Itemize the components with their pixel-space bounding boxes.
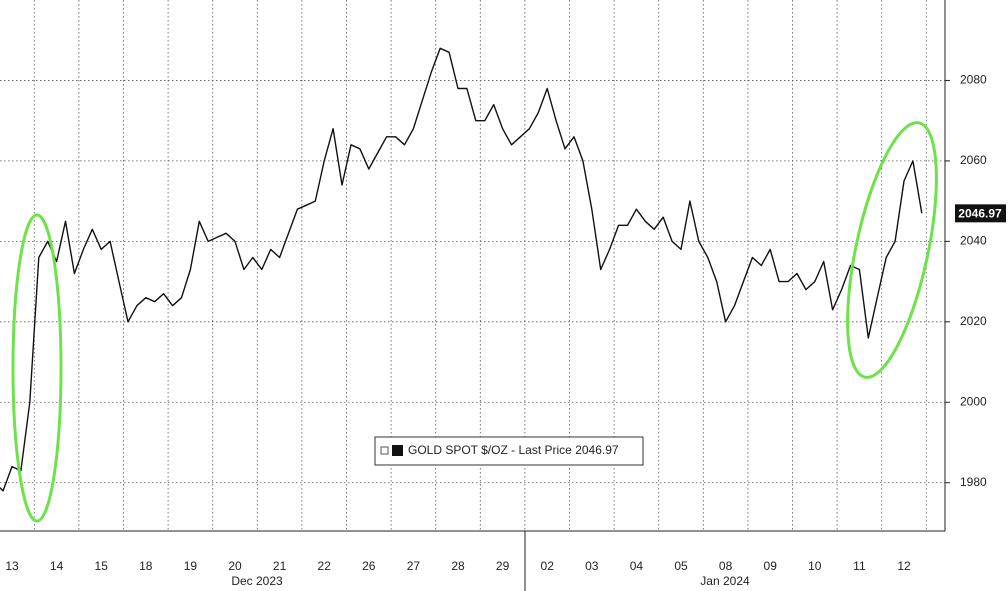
x-tick-label: 14 [50,559,64,573]
legend-toggle[interactable] [380,446,389,455]
x-tick-label: 13 [5,559,19,573]
legend: GOLD SPOT $/OZ - Last Price 2046.97 [374,436,644,466]
x-tick-label: 26 [362,559,376,573]
legend-box [374,436,644,466]
legend-last-value: 2046.97 [575,443,619,457]
legend-label: GOLD SPOT $/OZ - Last Price 2046.97 [408,443,619,457]
x-tick-label: 10 [808,559,822,573]
x-tick-label: 22 [318,559,332,573]
x-group-label: Dec 2023 [231,574,283,588]
x-tick-label: 27 [407,559,421,573]
highlight-ellipse [11,213,63,523]
x-tick-label: 09 [764,559,778,573]
last-price-tag [955,204,1006,223]
y-tick-label: 2060 [960,153,987,167]
legend-series-name: GOLD SPOT $/OZ [408,443,508,457]
x-tick-label: 11 [853,559,866,573]
y-tick-label: 2040 [960,234,987,248]
x-tick-label: 04 [630,559,644,573]
x-tick-label: 28 [451,559,465,573]
y-tick-label: 2000 [960,394,987,408]
last-price-label: 2046.97 [958,206,1002,220]
x-tick-label: 12 [897,559,911,573]
x-tick-label: 05 [674,559,688,573]
y-tick-label: 2020 [960,314,987,328]
x-tick-label: 18 [139,559,153,573]
x-tick-label: 15 [95,559,109,573]
x-tick-label: 21 [273,559,287,573]
x-tick-label: 03 [585,559,599,573]
x-tick-label: 08 [719,559,733,573]
x-tick-label: 29 [496,559,510,573]
y-tick-label: 1980 [960,475,987,489]
plot-area [0,0,945,531]
y-tick-label: 2080 [960,73,987,87]
highlight-ellipse [846,121,938,379]
legend-swatch [392,445,403,456]
x-group-label: Jan 2024 [700,574,750,588]
legend-text: - Last Price [511,443,572,457]
price-line [0,47,923,492]
x-tick-label: 20 [228,559,242,573]
x-tick-label: 02 [541,559,555,573]
x-tick-label: 19 [184,559,198,573]
